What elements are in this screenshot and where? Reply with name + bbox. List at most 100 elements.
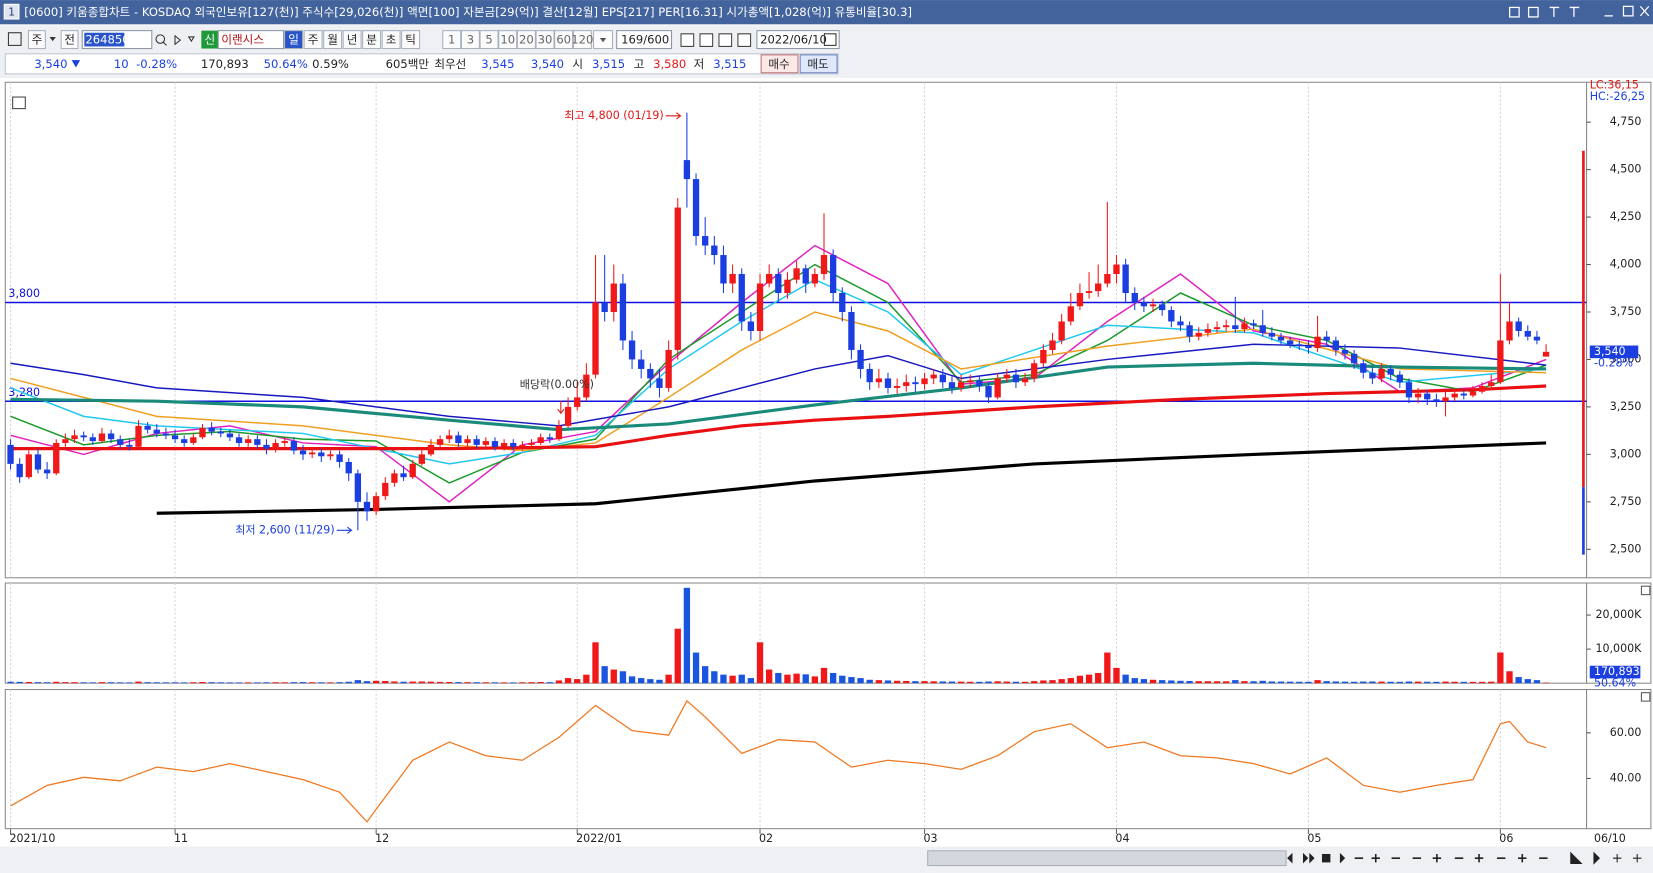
candle-body [692,179,700,237]
window-buttons[interactable] [1508,5,1650,18]
volume-bar [976,681,983,684]
volume-bar [455,682,462,684]
volume-bar [1387,681,1394,684]
volume-bar [1360,681,1367,684]
candle-body [363,501,371,512]
adjust-button-box[interactable] [60,30,79,50]
unit-button-box[interactable] [516,30,536,50]
date-field[interactable] [756,30,840,50]
candle-body [1323,336,1330,341]
candle-body [1341,349,1349,354]
volume-bar [555,680,563,684]
candle-body [583,374,590,398]
unit-button-box[interactable] [554,30,574,50]
sell-button[interactable] [799,54,838,74]
volume-bar [491,682,499,684]
candle-body [811,274,819,284]
candle-body [555,425,563,440]
candle-body [34,454,42,470]
icons[interactable] [155,34,195,46]
menu-icon[interactable] [7,32,22,46]
candle-body [1177,321,1184,326]
interval-button-box[interactable] [401,30,421,50]
candle-body [884,378,892,388]
volume-tag-label: 170,893 [1594,665,1640,678]
volume-bar [985,681,992,684]
volume-bar [656,679,663,684]
volume-bar [784,674,791,684]
unit-button-box[interactable] [479,30,499,50]
unit-button-box[interactable] [535,30,555,50]
calendar-icon[interactable] [823,33,837,46]
candle-body [80,435,87,438]
volume-bar [1067,678,1074,684]
volume-bar [1433,681,1440,684]
x-tick-label: 11 [174,832,188,845]
candle-body [866,368,873,383]
interval-button-box[interactable] [284,30,304,50]
candle-body [372,496,380,512]
volume-bar [62,682,69,684]
volume-bar [43,682,51,684]
unit-button-box[interactable] [442,30,462,50]
volume-bar [720,674,727,684]
candle-body [747,321,755,331]
interval-button-box[interactable] [381,30,401,50]
y-tick-label: 4,250 [1610,210,1642,223]
volume-bar [1122,674,1129,684]
volume-bar [25,681,32,684]
candle-body [912,382,919,385]
dropdown-arrow[interactable] [49,36,56,42]
volume-bar [884,680,892,684]
open-label: 시 [572,57,583,71]
volume-bar [199,681,206,684]
volume-ratio: 50.64% [264,57,308,71]
unit-button-box[interactable] [460,30,480,50]
interval-button-box[interactable] [362,30,382,50]
screen-icon[interactable] [3,3,20,20]
candle-body [765,274,773,284]
candle-body [117,439,124,445]
buy-button[interactable] [760,54,799,74]
volume-bar [793,673,800,684]
unit-button-box[interactable] [572,30,592,50]
name-field[interactable] [217,30,285,50]
candle-body [738,274,745,322]
amount: 605백만 [386,57,430,71]
candle-body [610,283,617,312]
interval-button-box[interactable] [303,30,323,50]
volume-bar [181,682,188,684]
tool-icons[interactable] [680,33,752,47]
candle-body [729,274,736,284]
scroll-thumb[interactable] [927,850,1287,867]
candle-body [455,435,462,443]
panel-frame [4,688,1588,830]
volume-bar [153,682,160,684]
candle-body [921,378,928,385]
candle-body [327,454,334,457]
interval-button-box[interactable] [323,30,343,50]
candle-body [500,442,508,447]
count-field[interactable] [616,30,673,50]
candle-body [1497,340,1504,383]
candle-body [1104,274,1111,284]
volume-bar [1149,679,1157,684]
candle-body [1296,344,1303,347]
candle-body [71,435,78,440]
volume-bar [903,680,910,684]
volume-bar [1204,681,1212,684]
volume-bar [510,682,517,684]
low: 3,515 [713,57,746,71]
unit-button-box[interactable] [498,30,518,50]
market-button-box[interactable] [27,30,46,50]
candle-body [199,427,206,438]
volume-bar [1058,679,1065,684]
volume-bar [1533,680,1541,684]
candle-body [939,374,946,383]
interval-button-box[interactable] [342,30,362,50]
volume-bar [1405,681,1413,684]
volume-bar [391,681,398,684]
scroll-buttons[interactable] [1287,851,1642,865]
volume-bar [537,681,544,684]
interval-button: 틱 [405,33,416,47]
